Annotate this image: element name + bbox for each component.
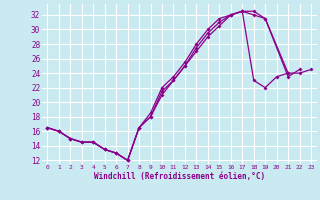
X-axis label: Windchill (Refroidissement éolien,°C): Windchill (Refroidissement éolien,°C) — [94, 172, 265, 181]
